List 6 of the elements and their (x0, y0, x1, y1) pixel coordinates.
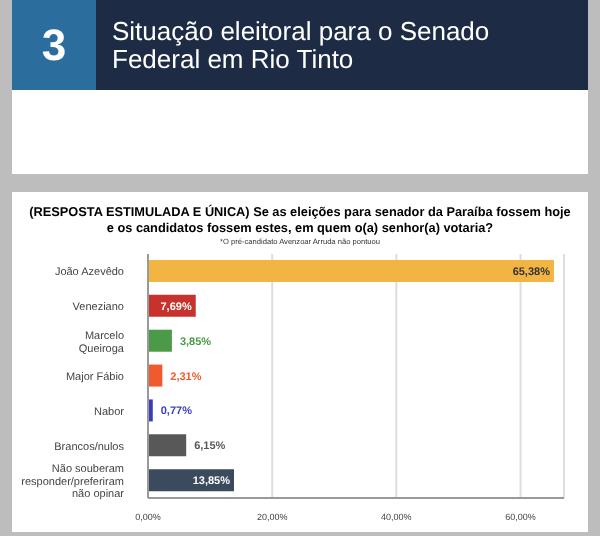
bar (148, 364, 163, 387)
bar (148, 329, 172, 352)
bar (148, 434, 187, 457)
bar (148, 260, 554, 282)
chart-title: Situação eleitoral para o Senado Federal em Rio Tinto (110, 15, 492, 73)
text: 3 (12, 0, 96, 90)
